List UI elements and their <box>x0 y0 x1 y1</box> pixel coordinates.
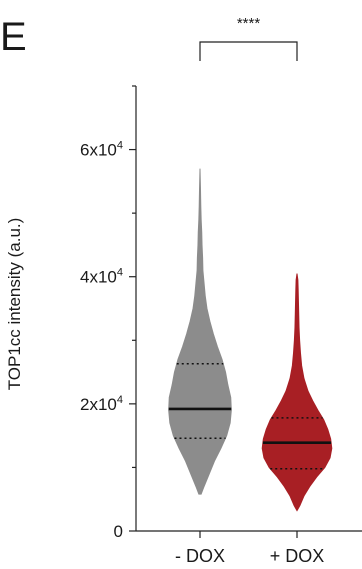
y-tick-label: 2x104 <box>80 394 123 414</box>
y-axis: 0 2x104 4x104 6x104 <box>80 85 362 541</box>
violin-dox <box>168 168 232 495</box>
y-tick-label: 6x104 <box>80 140 123 160</box>
y-axis-title: TOP1cc intensity (a.u.) <box>5 218 24 391</box>
y-tick-label: 0 <box>114 522 123 541</box>
x-category-label: + DOX <box>270 546 325 566</box>
violin-layer <box>168 168 333 512</box>
significance-bracket: **** <box>199 15 298 61</box>
violin-dox <box>261 273 333 512</box>
significance-label: **** <box>237 15 261 32</box>
y-tick-label: 4x104 <box>80 267 123 287</box>
x-axis-categories: - DOX + DOX <box>175 531 324 566</box>
x-category-label: - DOX <box>175 546 225 566</box>
panel-letter: E <box>0 15 27 59</box>
significance-bracket-line <box>199 41 298 61</box>
